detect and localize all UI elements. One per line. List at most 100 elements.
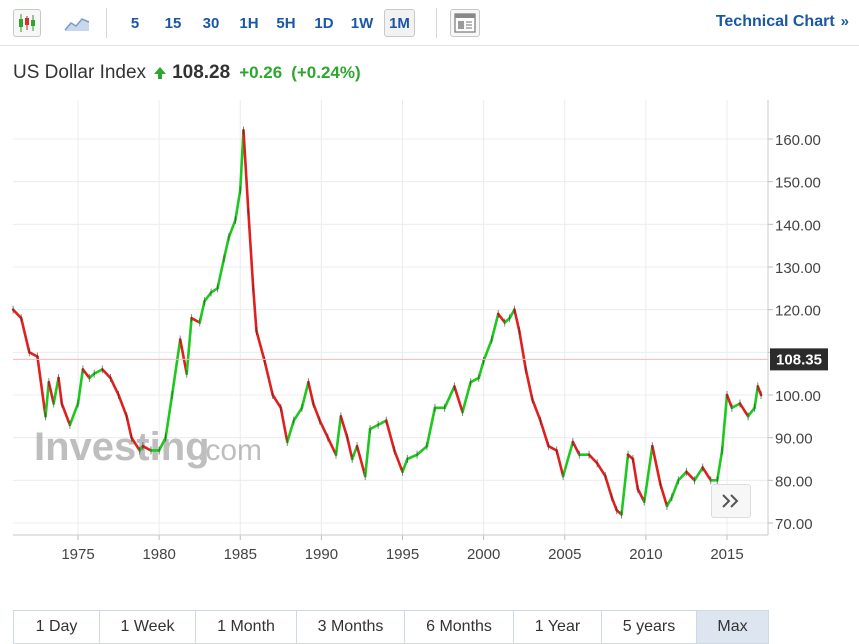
series-segment (539, 419, 550, 448)
interval-1m[interactable]: 1M (384, 9, 415, 37)
range-5-years[interactable]: 5 years (602, 611, 697, 643)
window-layout-icon[interactable] (450, 9, 480, 37)
series-segment (57, 376, 64, 405)
instrument-name: US Dollar Index (13, 62, 147, 83)
series-segment (677, 470, 688, 482)
interval-30[interactable]: 30 (202, 14, 220, 32)
series-segment (587, 453, 599, 465)
series-segment (604, 474, 614, 499)
series-segment (157, 436, 167, 452)
series-segment (300, 380, 310, 410)
series-segment (524, 368, 534, 401)
series-segment (251, 287, 258, 333)
interval-5h[interactable]: 5H (276, 14, 296, 32)
interval-1d[interactable]: 1D (314, 14, 334, 32)
range-1-year[interactable]: 1 Year (514, 611, 602, 643)
x-tick-label: 2000 (467, 546, 500, 563)
series-segment (610, 496, 618, 512)
candlestick-icon[interactable] (13, 9, 41, 37)
interval-15[interactable]: 15 (164, 14, 182, 32)
series-segment (555, 449, 565, 478)
y-tick-label: 130.00 (775, 260, 821, 277)
chart-axes: 70.0080.0090.00100.00110.00120.00130.001… (13, 100, 821, 563)
series-segment (11, 308, 23, 320)
range-1-day[interactable]: 1 Day (14, 611, 100, 643)
y-tick-label: 160.00 (775, 132, 821, 149)
range-1-month[interactable]: 1 Month (196, 611, 297, 643)
series-segment (406, 453, 419, 461)
series-segment (368, 423, 380, 431)
series-segment (81, 368, 91, 380)
series-segment (631, 457, 640, 491)
x-tick-label: 1990 (305, 546, 338, 563)
series-segment (125, 415, 133, 439)
current-price-label: 108.35 (776, 351, 822, 368)
series-segment (242, 129, 250, 213)
series-segment (530, 397, 542, 422)
scroll-forward-button[interactable] (711, 484, 751, 518)
series-segment (461, 380, 472, 414)
series-segment (109, 376, 120, 397)
series-segment (247, 210, 255, 290)
series-segment (222, 235, 231, 260)
technical-chart-link[interactable]: Technical Chart » (716, 13, 849, 31)
x-tick-label: 1975 (61, 546, 94, 563)
series-segment (326, 436, 338, 457)
interval-5[interactable]: 5 (130, 14, 140, 32)
series-segment (198, 299, 206, 324)
range-1-week[interactable]: 1 Week (100, 611, 196, 643)
range-6-months[interactable]: 6 Months (405, 611, 514, 643)
series-segment (339, 415, 349, 439)
range-3-months[interactable]: 3 Months (297, 611, 405, 643)
series-segment (271, 393, 283, 410)
y-tick-label: 120.00 (775, 303, 821, 320)
series-segment (227, 218, 237, 239)
price-change: +0.26 (239, 63, 283, 82)
interval-1w[interactable]: 1W (350, 14, 374, 32)
y-tick-label: 140.00 (775, 217, 821, 234)
series-segment (715, 449, 724, 482)
series-segment (746, 406, 756, 418)
series-segment (19, 316, 31, 354)
series-segment (255, 329, 266, 363)
series-segment (756, 385, 763, 397)
interval-1h[interactable]: 1H (239, 14, 259, 32)
series-segment (286, 419, 296, 444)
series-segment (44, 380, 51, 418)
series-segment (415, 444, 429, 457)
chart-grid (13, 100, 768, 535)
chart-toolbar: 5 15 30 1H 5H 1D 1W 1M Technical Chart » (0, 0, 859, 46)
series-segment (334, 415, 343, 457)
x-tick-label: 2010 (629, 546, 662, 563)
x-tick-label: 1985 (224, 546, 257, 563)
series-segment (482, 338, 494, 363)
series-segment (52, 376, 60, 405)
series-segment (730, 402, 742, 410)
series-segment (311, 402, 322, 422)
area-chart-icon[interactable] (62, 9, 92, 37)
series-segment (68, 402, 80, 427)
series-segment (47, 380, 55, 405)
double-chevron-icon: » (840, 13, 849, 30)
series-segment (185, 316, 193, 375)
watermark-suffix: .com (197, 434, 262, 467)
series-segment (164, 393, 174, 439)
current-price-badge (770, 348, 828, 371)
series-segment (216, 257, 226, 290)
series-segment (376, 419, 388, 427)
double-chevron-right-icon (722, 494, 739, 508)
current-price-marker: 108.35 (13, 348, 828, 371)
series-segment (384, 419, 396, 452)
time-range-selector: 1 Day 1 Week 1 Month 3 Months 6 Months 1… (13, 610, 769, 644)
series-segment (620, 453, 630, 516)
series-segment (642, 444, 654, 503)
y-tick-label: 70.00 (775, 516, 813, 533)
series-segment (190, 316, 201, 324)
series-segment (318, 419, 330, 439)
series-segment (234, 188, 242, 222)
technical-chart-label: Technical Chart (715, 13, 835, 30)
range-max[interactable]: Max (697, 611, 768, 643)
price-series (11, 126, 763, 519)
price-chart[interactable]: Investing .com 70.0080.0090.00100.00110.… (0, 100, 859, 570)
series-segment (346, 436, 354, 461)
